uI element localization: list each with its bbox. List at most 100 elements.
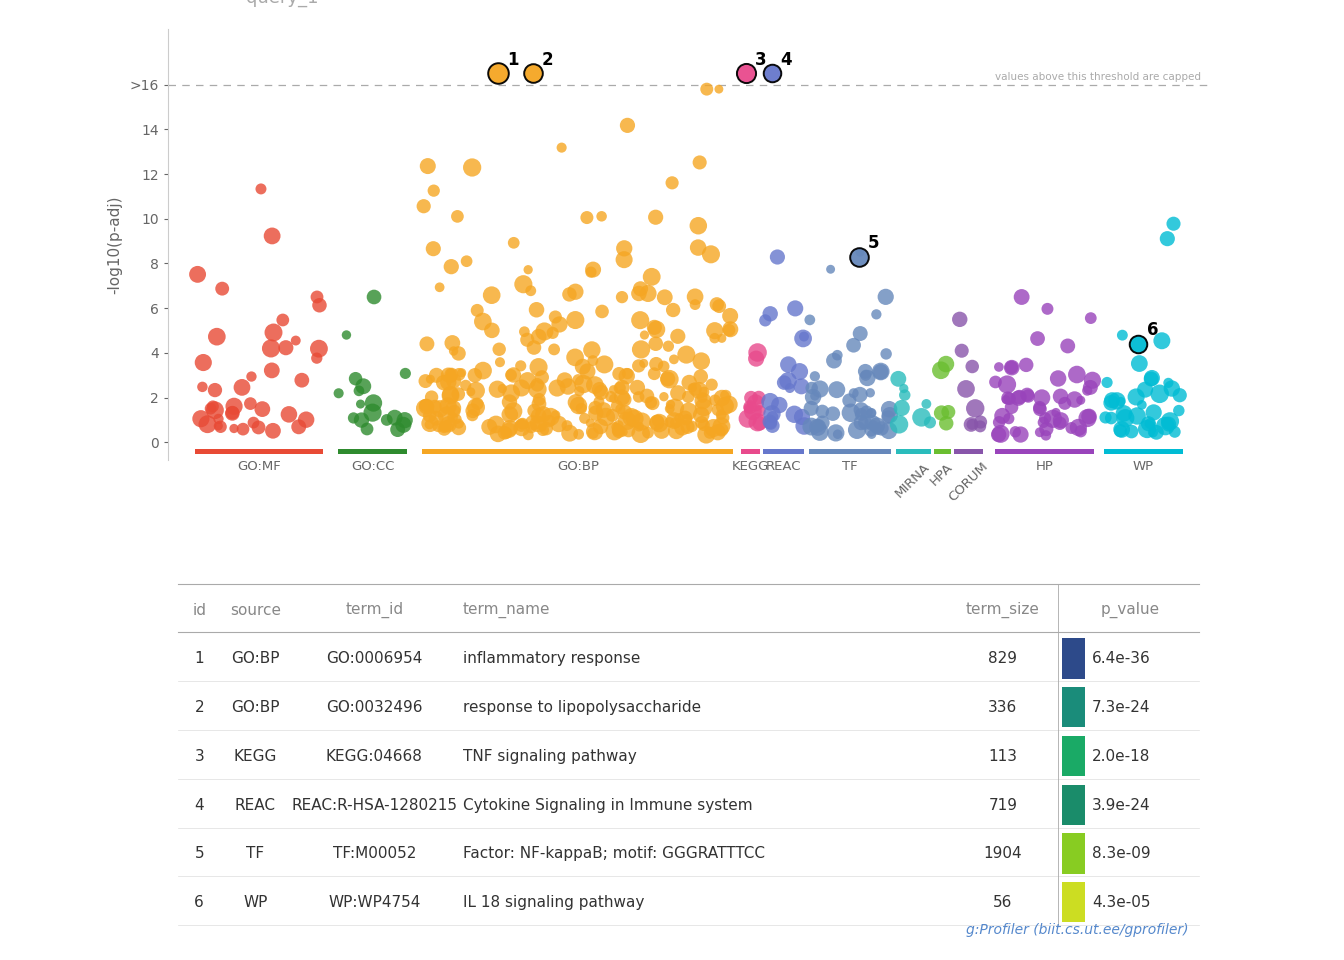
Point [687, 240, 708, 255]
Point [1031, 390, 1052, 405]
Point [1035, 428, 1056, 444]
Point [1070, 393, 1091, 408]
Point [1161, 381, 1183, 396]
Point [1110, 423, 1132, 439]
Point [879, 407, 900, 422]
Point [573, 359, 594, 374]
Point [559, 425, 581, 441]
Point [661, 175, 683, 190]
Point [1008, 391, 1030, 406]
Point [855, 415, 876, 430]
Text: KEGG: KEGG [731, 460, 769, 473]
Point [582, 353, 603, 369]
Point [719, 308, 741, 324]
Text: 7.3e-24: 7.3e-24 [1091, 700, 1150, 715]
Point [1125, 390, 1146, 405]
Point [703, 420, 724, 436]
Point [800, 312, 821, 327]
Point [628, 286, 649, 301]
Point [427, 419, 449, 434]
Point [801, 400, 823, 416]
Point [513, 324, 535, 340]
Text: 6.4e-36: 6.4e-36 [1091, 651, 1150, 666]
FancyBboxPatch shape [1062, 638, 1085, 679]
Text: 719: 719 [988, 798, 1017, 813]
Point [285, 333, 306, 348]
Point [1081, 310, 1102, 325]
Point [539, 414, 560, 429]
Point [261, 341, 282, 356]
Point [692, 390, 714, 405]
Point [741, 390, 762, 405]
Text: REAC:R-HSA-1280215: REAC:R-HSA-1280215 [292, 798, 457, 813]
Point [542, 325, 563, 341]
Point [1106, 394, 1128, 409]
Point [485, 417, 507, 432]
FancyBboxPatch shape [1062, 784, 1085, 825]
Point [516, 332, 538, 348]
Point [809, 381, 831, 396]
Point [1036, 301, 1058, 317]
Point [1066, 367, 1087, 382]
Point [288, 420, 309, 435]
Point [1150, 333, 1172, 348]
Point [1111, 327, 1133, 343]
Point [613, 252, 634, 267]
Point [691, 353, 712, 369]
Point [676, 412, 698, 427]
Text: 3.9e-24: 3.9e-24 [1091, 798, 1150, 813]
Point [616, 369, 637, 384]
Point [345, 371, 367, 386]
Point [594, 357, 616, 372]
Text: TNF signaling pathway: TNF signaling pathway [462, 749, 637, 764]
Text: values above this threshold are capped: values above this threshold are capped [995, 72, 1200, 83]
Text: WP: WP [243, 896, 267, 910]
Point [708, 299, 730, 314]
Point [1110, 394, 1132, 409]
Point [1079, 380, 1101, 396]
Point [790, 378, 812, 394]
Point [496, 425, 517, 441]
Point [438, 368, 460, 383]
Point [472, 363, 493, 378]
Point [493, 425, 515, 441]
Point [1111, 421, 1133, 437]
Point [602, 408, 624, 423]
Point [211, 281, 233, 297]
Point [737, 411, 758, 426]
Point [659, 401, 680, 417]
Point [860, 405, 882, 420]
Point [969, 419, 991, 434]
Point [849, 245, 871, 260]
Point [461, 159, 482, 175]
Point [704, 330, 726, 346]
Point [863, 418, 884, 433]
Point [655, 290, 676, 305]
Point [448, 387, 469, 402]
Point [607, 423, 629, 439]
Point [999, 411, 1020, 426]
Point [446, 411, 468, 426]
Text: 2: 2 [195, 700, 204, 715]
Point [702, 377, 723, 393]
Point [695, 427, 716, 443]
Point [488, 426, 509, 442]
Point [1030, 399, 1051, 415]
Point [527, 377, 548, 393]
Text: query_1: query_1 [246, 0, 319, 8]
Point [1009, 390, 1031, 405]
Point [472, 314, 493, 329]
Point [422, 241, 444, 256]
Point [564, 284, 586, 300]
Point [812, 415, 833, 430]
FancyBboxPatch shape [1062, 882, 1085, 923]
Point [961, 417, 982, 432]
Point [1095, 410, 1117, 425]
Point [804, 388, 825, 403]
Point [992, 408, 1013, 423]
Point [581, 343, 602, 358]
Point [766, 250, 788, 265]
Point [262, 324, 284, 340]
Point [749, 390, 770, 405]
Point [612, 290, 633, 305]
